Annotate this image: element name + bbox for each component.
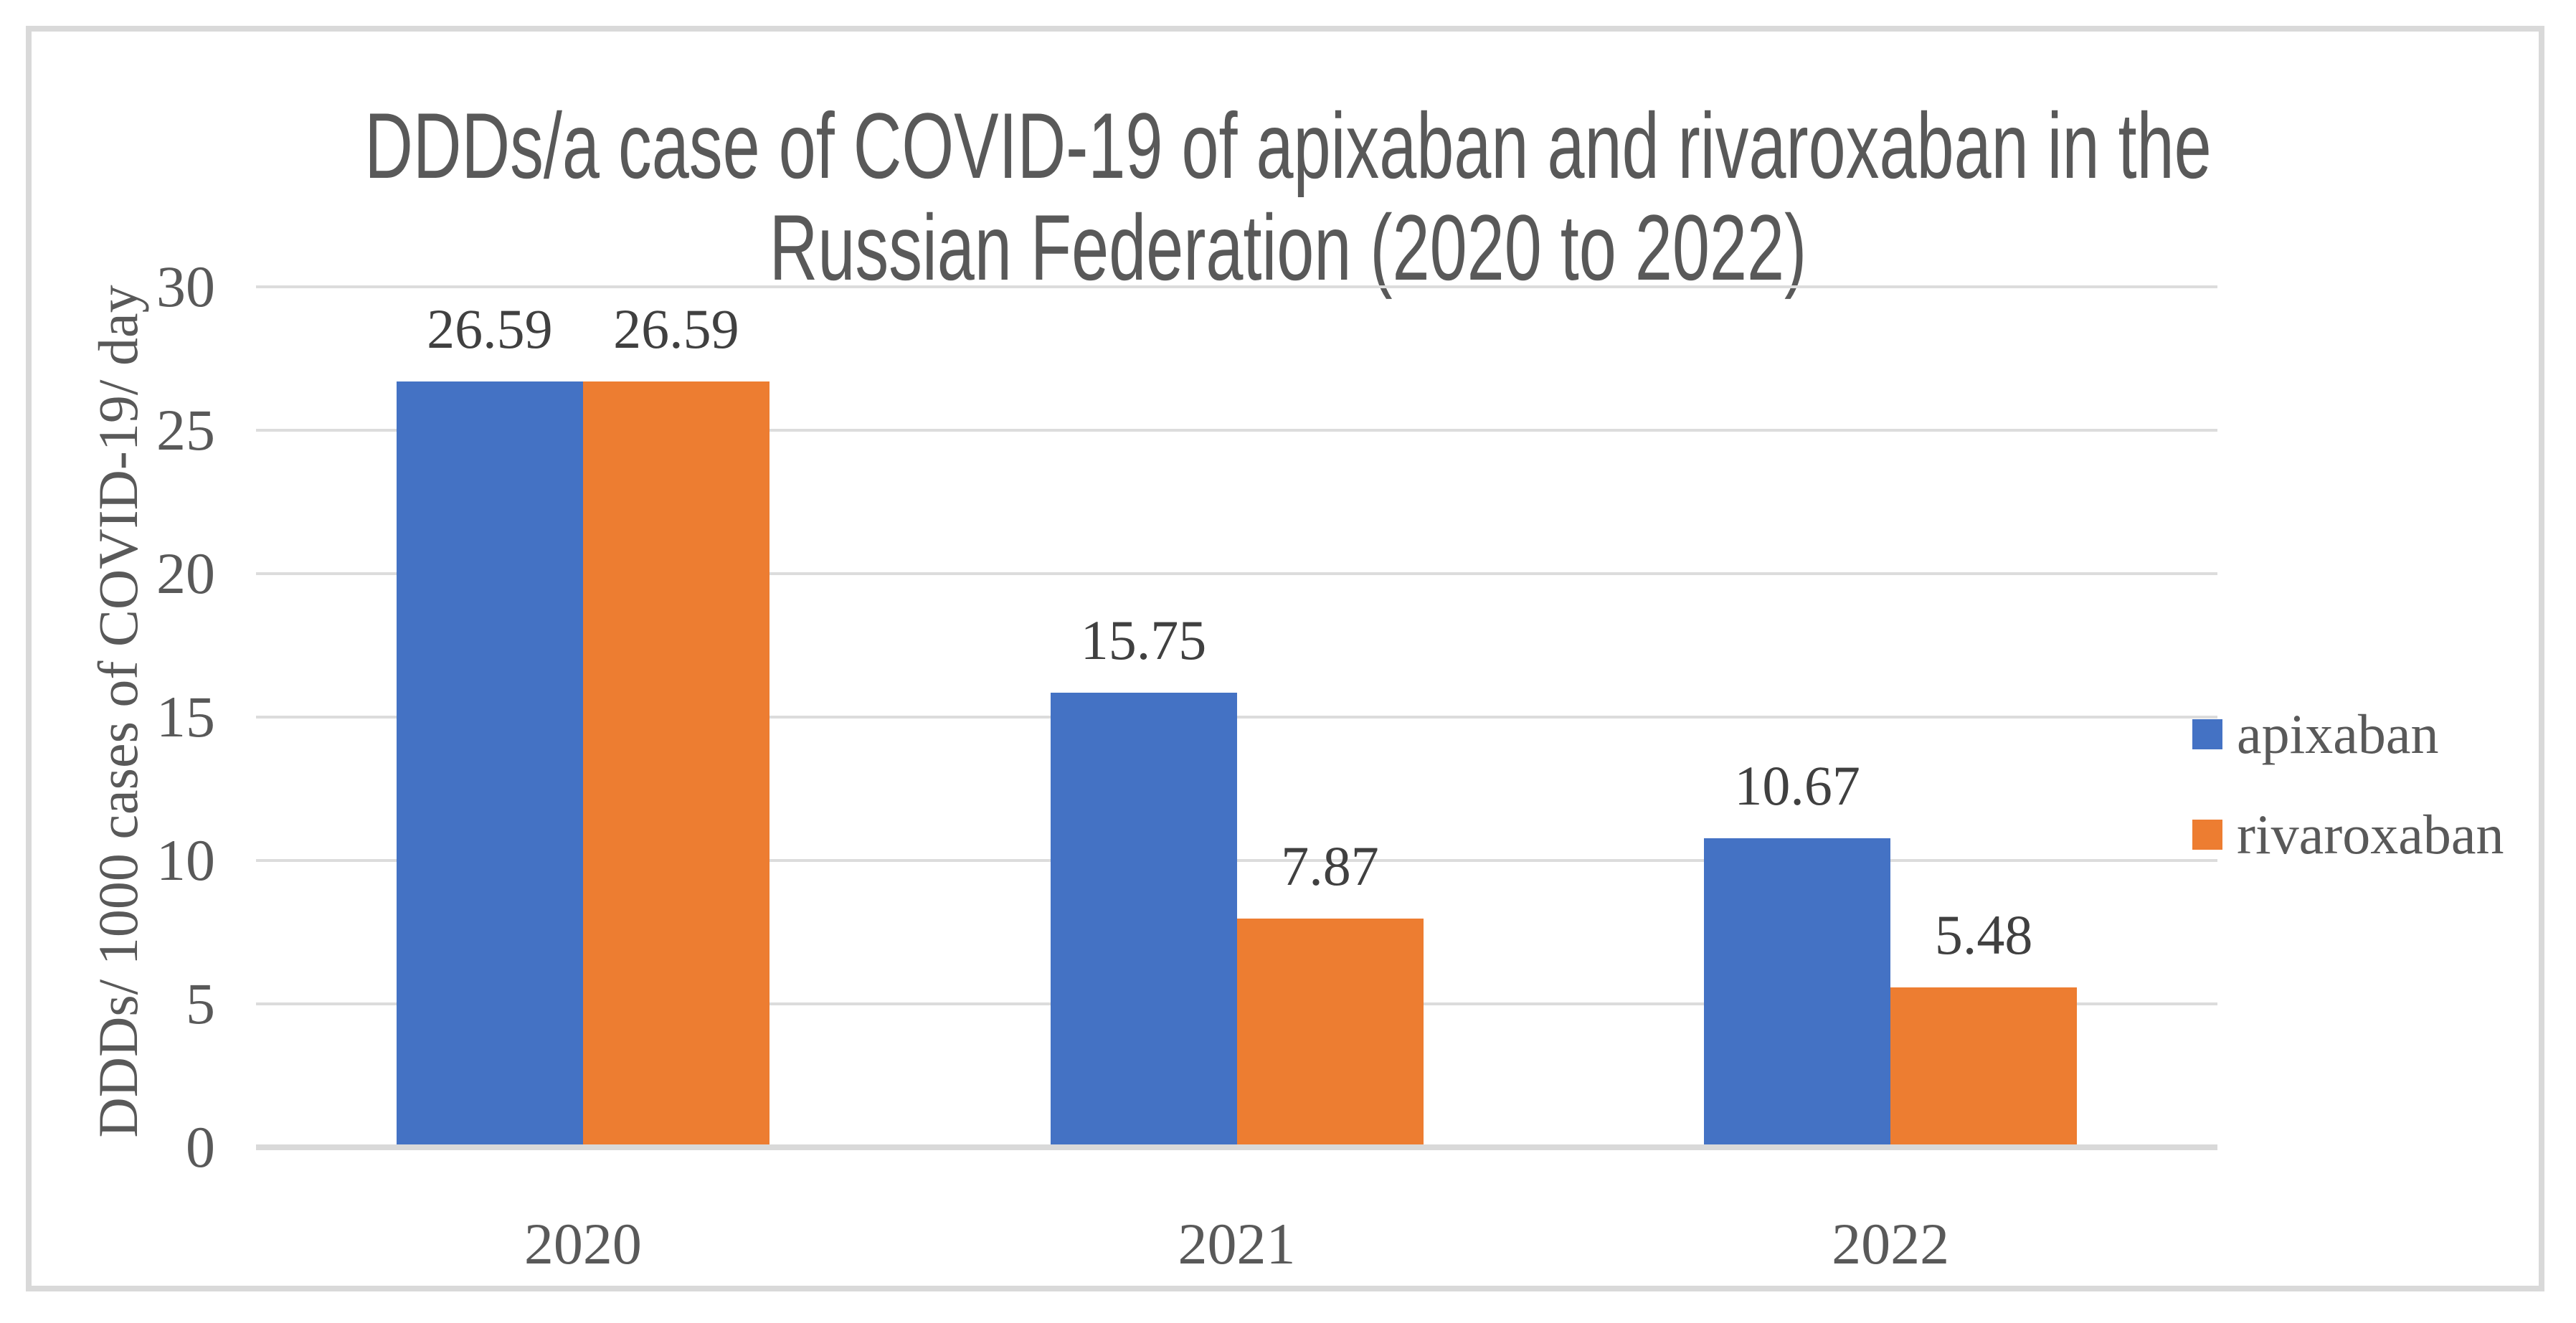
legend-item-rivaroxaban: rivaroxaban xyxy=(2192,807,2504,863)
data-label-apixaban-2020: 26.59 xyxy=(427,298,553,361)
legend-label-apixaban: apixaban xyxy=(2237,703,2439,765)
category-label-2022: 2022 xyxy=(1832,1211,1950,1276)
plot-area: 26.59 26.59 15.75 7.87 10.67 5.48 xyxy=(256,285,2217,1150)
gridline-20 xyxy=(256,572,2217,575)
chart-title: DDDs/a case of COVID-19 of apixaban and … xyxy=(361,95,2215,298)
bar-rivaroxaban-2022 xyxy=(1890,987,2078,1144)
gridline-15 xyxy=(256,716,2217,719)
data-label-apixaban-2021: 15.75 xyxy=(1080,609,1207,671)
data-label-apixaban-2022: 10.67 xyxy=(1734,754,1860,817)
bar-apixaban-2020 xyxy=(396,381,583,1144)
gridline-0 xyxy=(256,1144,2217,1150)
bar-apixaban-2021 xyxy=(1050,693,1237,1144)
y-tick-label-20: 20 xyxy=(156,541,215,606)
y-tick-label-5: 5 xyxy=(186,971,215,1036)
gridline-30 xyxy=(256,285,2217,288)
chart-title-line-2: Russian Federation (2020 to 2022) xyxy=(769,195,1807,300)
bar-rivaroxaban-2021 xyxy=(1236,919,1424,1144)
data-label-rivaroxaban-2020: 26.59 xyxy=(613,298,739,361)
category-label-2021: 2021 xyxy=(1178,1211,1296,1276)
data-label-rivaroxaban-2021: 7.87 xyxy=(1281,835,1379,898)
y-tick-label-25: 25 xyxy=(156,397,215,463)
y-tick-label-10: 10 xyxy=(156,828,215,893)
legend-label-rivaroxaban: rivaroxaban xyxy=(2237,803,2504,866)
figure-border xyxy=(26,26,2544,1291)
y-tick-label-0: 0 xyxy=(186,1114,215,1180)
gridline-25 xyxy=(256,429,2217,432)
chart-title-line-1: DDDs/a case of COVID-19 of apixaban and … xyxy=(364,93,2212,198)
legend-swatch-apixaban xyxy=(2192,719,2222,749)
y-tick-label-30: 30 xyxy=(156,254,215,319)
category-label-2020: 2020 xyxy=(524,1211,642,1276)
legend-item-apixaban: apixaban xyxy=(2192,706,2439,762)
data-label-rivaroxaban-2022: 5.48 xyxy=(1934,903,2033,966)
gridline-10 xyxy=(256,859,2217,862)
y-tick-label-15: 15 xyxy=(156,684,215,749)
legend-swatch-rivaroxaban xyxy=(2192,820,2222,850)
bar-rivaroxaban-2020 xyxy=(582,381,770,1144)
bar-apixaban-2022 xyxy=(1704,838,1891,1144)
